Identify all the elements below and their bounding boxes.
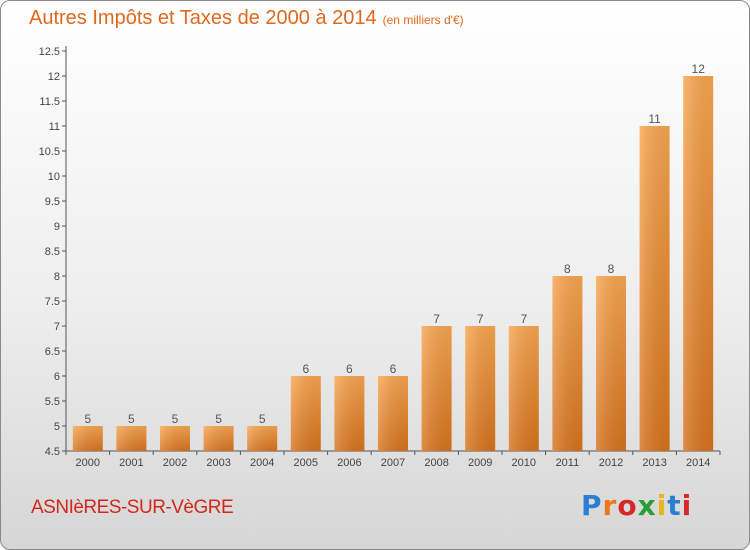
x-tick-label: 2006	[337, 457, 361, 469]
bar-shade-2003	[203, 426, 234, 451]
logo-letter: i	[681, 489, 693, 522]
value-label: 5	[128, 412, 135, 426]
logo-letter: x	[637, 489, 657, 522]
value-label: 5	[172, 412, 179, 426]
bar-shade-2011	[552, 276, 583, 451]
x-tick-label: 2003	[206, 457, 230, 469]
y-tick-label: 5	[54, 421, 60, 433]
y-tick-label: 6	[54, 371, 60, 383]
value-label: 7	[433, 312, 440, 326]
bar-shade-2012	[596, 276, 626, 451]
bar-shade-2004	[247, 426, 278, 451]
y-tick-label: 5.5	[45, 396, 60, 408]
x-tick-label: 2005	[294, 457, 318, 469]
value-label: 7	[520, 312, 527, 326]
bar-shade-2009	[465, 326, 496, 451]
logo-letter: t	[667, 489, 682, 522]
y-tick-label: 8	[54, 271, 60, 283]
value-label: 8	[608, 262, 615, 276]
bar-shade-2007	[378, 376, 408, 451]
y-tick-label: 12	[48, 71, 60, 83]
bar-shade-2001	[116, 426, 147, 451]
y-tick-label: 8.5	[45, 246, 60, 258]
bar-shade-2014	[683, 76, 714, 451]
x-tick-label: 2008	[424, 457, 448, 469]
x-tick-label: 2007	[381, 457, 405, 469]
bar-shade-2005	[290, 376, 321, 451]
y-tick-label: 4.5	[45, 446, 60, 458]
x-tick-label: 2011	[556, 457, 580, 469]
bar-shade-2008	[421, 326, 452, 451]
y-tick-label: 11.5	[39, 96, 60, 108]
value-label: 5	[259, 412, 266, 426]
bar-shade-2002	[160, 426, 190, 451]
logo-letter: r	[602, 489, 618, 522]
commune-name: ASNIèRES-SUR-VèGRE	[31, 497, 234, 518]
x-tick-label: 2009	[468, 457, 492, 469]
x-tick-label: 2012	[599, 457, 623, 469]
logo-letter: P	[581, 489, 603, 522]
logo-letter: o	[617, 489, 638, 522]
bar-shade-2000	[72, 426, 103, 451]
y-tick-label: 10.5	[39, 146, 60, 158]
chart-bars: 5 5 5 5 5 6 6 6 7 7 7 8 8 11 12	[72, 62, 714, 451]
chart-title: Autres Impôts et Taxes de 2000 à 2014 (en…	[29, 7, 464, 30]
y-tick-label: 10	[48, 171, 60, 183]
value-label: 5	[215, 412, 222, 426]
bar-shade-2013	[639, 126, 670, 451]
y-tick-label: 12.5	[39, 46, 60, 58]
x-tick-label: 2004	[250, 457, 274, 469]
value-label: 7	[477, 312, 484, 326]
value-label: 8	[564, 262, 571, 276]
value-label: 6	[390, 362, 397, 376]
x-tick-label: 2000	[76, 457, 100, 469]
y-tick-label: 7.5	[45, 296, 60, 308]
value-label: 6	[302, 362, 309, 376]
y-tick-label: 9.5	[45, 196, 60, 208]
x-tick-label: 2013	[642, 457, 666, 469]
value-label: 12	[692, 62, 706, 76]
x-tick-label: 2001	[119, 457, 143, 469]
x-tick-label: 2002	[163, 457, 187, 469]
value-label: 11	[648, 112, 661, 126]
chart-title-main: Autres Impôts et Taxes de 2000 à 2014	[29, 7, 377, 29]
x-tick-label: 2014	[686, 457, 710, 469]
y-tick-label: 6.5	[45, 346, 60, 358]
y-tick-label: 9	[54, 221, 60, 233]
bar-shade-2006	[334, 376, 365, 451]
y-tick-label: 7	[54, 321, 60, 333]
x-tick-label: 2010	[512, 457, 536, 469]
proxiti-logo[interactable]: Proxiti	[581, 489, 692, 522]
value-label: 6	[346, 362, 353, 376]
logo-letter: i	[656, 489, 668, 522]
bar-shade-2010	[508, 326, 539, 451]
value-label: 5	[84, 412, 91, 426]
y-tick-label: 11	[49, 121, 60, 133]
chart-title-unit: (en milliers d'€)	[382, 13, 464, 27]
